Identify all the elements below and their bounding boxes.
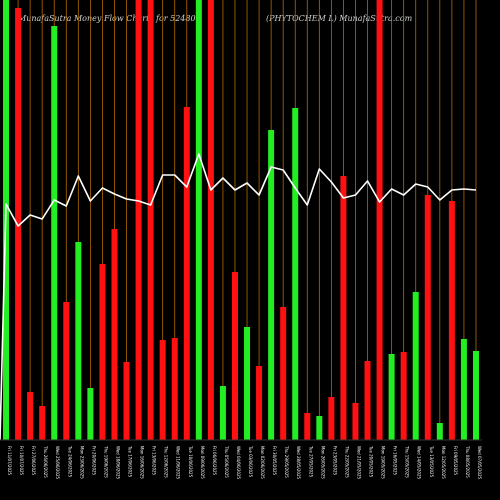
x-tick-label: Fri 27/06/2025 bbox=[31, 446, 36, 476]
x-tick-label: Thu 05/06/2025 bbox=[224, 445, 229, 478]
x-tick-label: Thu 26/06/2025 bbox=[43, 445, 48, 478]
bar bbox=[472, 351, 479, 440]
x-tick-label: Tue 03/06/2025 bbox=[248, 445, 253, 478]
bar bbox=[256, 366, 263, 440]
x-tick-label: Mon 19/05/2025 bbox=[381, 446, 386, 479]
bar bbox=[87, 388, 94, 440]
x-tick-label: Wed 11/06/2025 bbox=[176, 446, 181, 480]
x-tick-label: Fri 13/06/2025 bbox=[152, 446, 157, 476]
bar bbox=[27, 392, 34, 440]
bar-series bbox=[3, 0, 479, 440]
bar bbox=[424, 195, 431, 440]
bar bbox=[388, 354, 395, 440]
bar bbox=[111, 229, 118, 440]
x-tick-label: Wed 14/05/2025 bbox=[417, 446, 422, 480]
bar bbox=[328, 397, 335, 440]
bar bbox=[376, 0, 383, 440]
x-tick-label: Wed 18/06/2025 bbox=[115, 446, 120, 480]
money-flow-line bbox=[0, 153, 477, 441]
x-tick-label: Fri 23/05/2025 bbox=[332, 446, 337, 476]
x-tick-label: Mon 23/06/2025 bbox=[79, 446, 84, 479]
bar bbox=[292, 108, 299, 440]
bar bbox=[436, 423, 443, 440]
bar bbox=[364, 361, 371, 440]
bar bbox=[51, 26, 58, 440]
bar bbox=[39, 406, 46, 440]
bar bbox=[183, 107, 190, 440]
x-tick-label: Tue 13/05/2025 bbox=[429, 445, 434, 478]
x-tick-label: Wed 28/05/2025 bbox=[296, 446, 301, 480]
bar bbox=[63, 302, 70, 440]
chart-title-right: (PHYTOCHEM L) MunafaSutra.com bbox=[266, 14, 413, 23]
bar bbox=[171, 338, 178, 440]
chart-title-left: MunafaSutra Money Flow Charts for 524808 bbox=[18, 14, 201, 23]
bar bbox=[15, 8, 22, 440]
bar bbox=[316, 416, 323, 440]
x-tick-label: Thu 15/05/2025 bbox=[405, 445, 410, 478]
bar bbox=[268, 130, 275, 440]
bar bbox=[340, 176, 347, 440]
x-tick-label: Wed 07/05/2025 bbox=[477, 446, 482, 480]
x-tick-label: Fri 11/07/2025 bbox=[7, 446, 12, 476]
bar bbox=[219, 386, 226, 440]
bar bbox=[231, 272, 238, 440]
x-tick-label: Wed 04/06/2025 bbox=[236, 446, 241, 480]
bar bbox=[412, 292, 419, 440]
x-tick-label: Fri 06/06/2025 bbox=[212, 446, 217, 476]
bar bbox=[135, 0, 142, 440]
x-tick-label: Mon 09/06/2025 bbox=[200, 446, 205, 479]
bar bbox=[99, 264, 106, 440]
bar bbox=[207, 0, 214, 440]
x-tick-label: Tue 27/05/2025 bbox=[308, 445, 313, 478]
x-tick-label: Wed 21/05/2025 bbox=[356, 446, 361, 480]
x-tick-label: Mon 12/05/2025 bbox=[441, 446, 446, 479]
bar bbox=[352, 403, 359, 440]
bar bbox=[244, 327, 251, 440]
x-tick-label: Tue 20/05/2025 bbox=[369, 445, 374, 478]
x-tick-label: Thu 08/05/2025 bbox=[465, 445, 470, 478]
x-tick-label: Tue 10/06/2025 bbox=[188, 445, 193, 478]
x-tick-label: Tue 17/06/2025 bbox=[128, 445, 133, 478]
bar bbox=[123, 362, 130, 440]
bar bbox=[280, 307, 287, 440]
x-tick-label: Thu 19/06/2025 bbox=[103, 445, 108, 478]
x-tick-label: Fri 30/05/2025 bbox=[272, 446, 277, 476]
bar bbox=[460, 339, 467, 440]
bar bbox=[448, 201, 455, 440]
bar bbox=[147, 0, 154, 440]
x-tick-label: Wed 25/06/2025 bbox=[55, 446, 60, 480]
x-tick-label: Fri 16/05/2025 bbox=[393, 446, 398, 476]
x-tick-label: Mon 16/06/2025 bbox=[140, 446, 145, 479]
x-tick-label: Fri 10/07/2025 bbox=[19, 446, 24, 476]
x-tick-labels: Fri 11/07/2025 Fri 10/07/2025 Fri 27/06/20… bbox=[7, 445, 482, 480]
line-series bbox=[0, 153, 477, 441]
x-tick-label: Thu 12/06/2025 bbox=[164, 445, 169, 478]
x-tick-label: Thu 29/05/2025 bbox=[284, 445, 289, 478]
bar bbox=[304, 413, 311, 440]
x-tick-label: Mon 26/05/2025 bbox=[320, 446, 325, 479]
bar bbox=[195, 0, 202, 440]
x-tick-label: Fri 09/05/2025 bbox=[453, 446, 458, 476]
bar bbox=[75, 242, 82, 440]
bar bbox=[159, 340, 166, 440]
x-tick-label: Mon 02/06/2025 bbox=[260, 446, 265, 479]
x-tick-label: Fri 20/06/2025 bbox=[91, 446, 96, 476]
bar bbox=[400, 352, 407, 440]
x-tick-label: Tue 24/06/2025 bbox=[67, 445, 72, 478]
x-tick-label: Thu 22/05/2025 bbox=[344, 445, 349, 478]
